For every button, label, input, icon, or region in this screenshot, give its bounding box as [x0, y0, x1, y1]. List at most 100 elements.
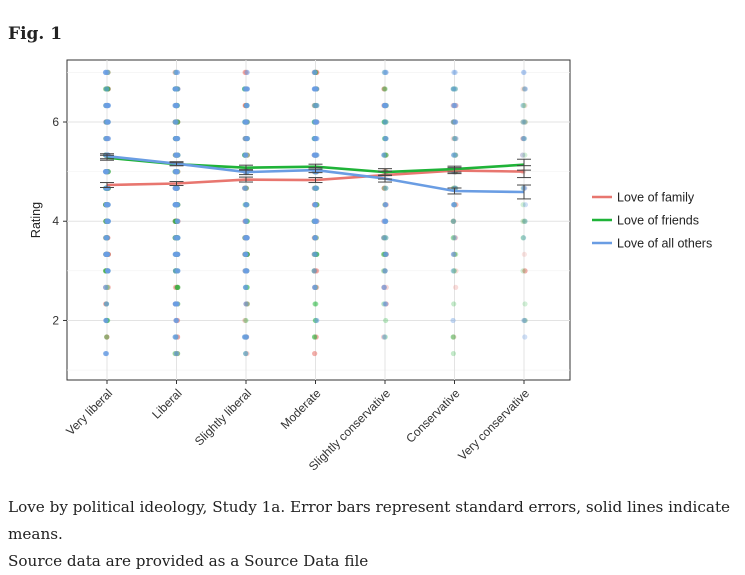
data-point: [380, 268, 387, 274]
data-point: [453, 102, 459, 109]
error-bar: [378, 174, 392, 183]
data-point: [383, 301, 389, 307]
data-point: [451, 251, 457, 257]
data-point: [382, 152, 388, 158]
data-point: [383, 202, 389, 208]
data-point: [381, 235, 387, 241]
data-point: [104, 202, 110, 208]
data-point: [522, 218, 528, 224]
data-point: [383, 102, 389, 109]
data-point: [451, 268, 457, 274]
data-point: [383, 102, 389, 109]
data-point: [173, 350, 180, 357]
data-point: [382, 268, 388, 274]
figure-caption: Love by political ideology, Study 1a. Er…: [8, 494, 738, 575]
data-point: [522, 268, 528, 274]
error-bar: [447, 165, 462, 173]
data-point: [243, 86, 250, 92]
data-point: [381, 69, 387, 76]
data-point: [522, 317, 528, 324]
data-point: [382, 119, 388, 125]
data-point: [452, 69, 458, 76]
data-point: [382, 102, 388, 109]
data-point: [382, 102, 389, 109]
data-point: [521, 251, 527, 257]
data-point: [453, 268, 459, 274]
x-tick-label: Very conservative: [455, 386, 532, 463]
data-point: [381, 235, 388, 241]
data-point: [381, 185, 387, 191]
data-point: [450, 119, 456, 125]
data-point: [381, 218, 388, 224]
data-point: [383, 301, 389, 307]
data-point: [382, 135, 388, 142]
data-point: [381, 102, 388, 109]
data-point: [382, 202, 388, 208]
data-point: [522, 202, 529, 208]
data-point: [450, 202, 457, 208]
data-point: [383, 185, 389, 191]
error-bar: [308, 177, 323, 184]
data-point: [173, 284, 179, 290]
data-point: [520, 102, 526, 109]
data-point: [451, 135, 458, 142]
data-point: [383, 185, 389, 191]
data-point: [381, 251, 387, 257]
data-point: [383, 135, 389, 142]
data-point: [242, 284, 249, 290]
data-point: [522, 268, 528, 274]
data-point: [381, 301, 387, 307]
data-point: [520, 135, 526, 142]
data-point: [450, 218, 456, 224]
data-point: [382, 102, 389, 109]
data-point: [174, 152, 181, 158]
figure-label: Fig. 1: [8, 24, 63, 44]
data-point: [103, 119, 109, 125]
data-point: [104, 235, 110, 241]
data-point: [381, 119, 387, 125]
data-point: [453, 251, 459, 257]
data-point: [452, 235, 458, 241]
data-point: [312, 202, 318, 208]
error-bar: [239, 169, 253, 176]
data-point: [104, 334, 110, 340]
data-point: [383, 135, 389, 142]
data-point: [453, 135, 459, 142]
data-point: [453, 202, 459, 208]
data-point: [382, 251, 389, 257]
data-point: [382, 251, 388, 257]
data-point: [243, 251, 249, 257]
data-point: [453, 202, 459, 208]
data-point: [382, 334, 388, 340]
data-point: [383, 152, 389, 158]
legend: Love of family Love of friends Love of all…: [592, 191, 712, 251]
data-point: [451, 268, 457, 274]
data-point: [103, 251, 109, 257]
data-point: [104, 334, 110, 340]
data-point: [103, 350, 110, 357]
data-point: [520, 152, 526, 158]
data-point: [383, 135, 389, 142]
data-point: [382, 202, 388, 208]
data-point: [383, 251, 389, 257]
data-point: [450, 218, 457, 224]
data-point: [450, 86, 456, 92]
data-point: [173, 119, 179, 125]
data-point: [520, 119, 526, 125]
data-point: [382, 301, 388, 307]
data-point: [383, 235, 389, 241]
error-bar: [100, 153, 114, 160]
data-point: [520, 119, 526, 125]
data-point: [521, 69, 527, 76]
data-point: [383, 301, 389, 307]
data-point: [520, 218, 526, 224]
data-point: [244, 69, 250, 76]
data-point: [452, 86, 458, 92]
data-point: [453, 284, 459, 290]
data-point: [522, 119, 529, 125]
data-point: [451, 102, 457, 109]
data-point: [381, 102, 388, 109]
data-point: [452, 119, 459, 125]
data-point: [382, 102, 389, 109]
legend-item: Love of all others: [592, 237, 712, 251]
